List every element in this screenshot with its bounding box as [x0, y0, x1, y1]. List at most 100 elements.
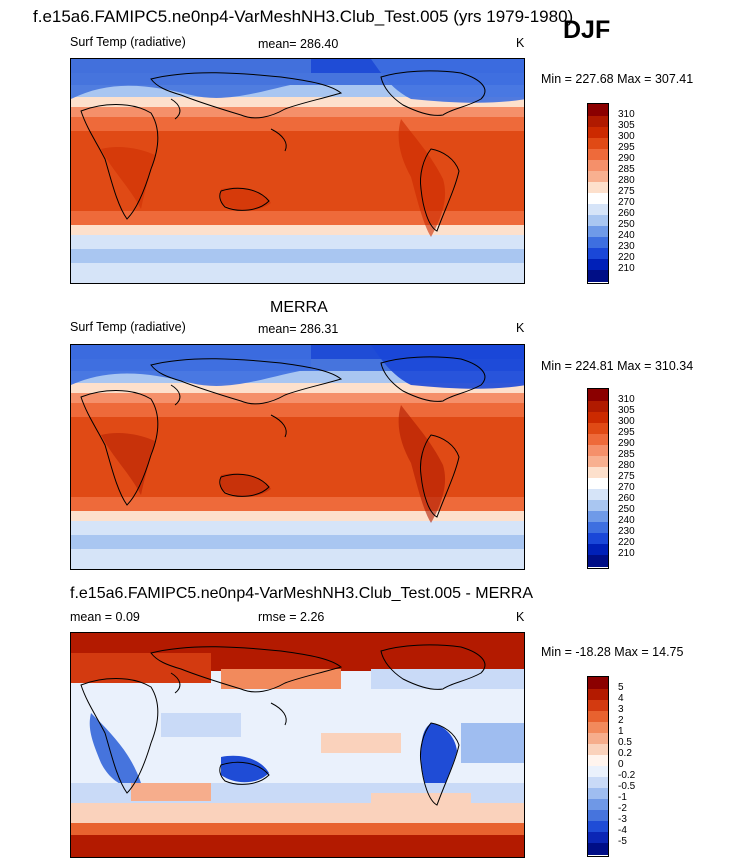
cb2-seg	[588, 489, 608, 500]
cb1-seg	[588, 259, 608, 270]
cb2-seg	[588, 478, 608, 489]
colorbar-tick-label: 3	[618, 704, 624, 715]
colorbar-tick-label: 4	[618, 693, 624, 704]
panel1-mean: mean= 286.40	[258, 37, 339, 51]
cb2-seg	[588, 522, 608, 533]
colorbar-tick-label: 250	[618, 504, 635, 515]
colorbar-tick-label: 305	[618, 120, 635, 131]
colorbar-tick-label: -1	[618, 792, 627, 803]
colorbar-tick-label: 300	[618, 131, 635, 142]
cb3-seg	[588, 777, 608, 788]
panel3-map	[70, 632, 525, 858]
cb3-seg	[588, 677, 608, 689]
cb1-seg	[588, 149, 608, 160]
panel3-minmax: Min = -18.28 Max = 14.75	[541, 645, 684, 659]
colorbar-tick-label: 305	[618, 405, 635, 416]
colorbar-tick-label: 295	[618, 427, 635, 438]
colorbar-tick-label: 1	[618, 726, 624, 737]
colorbar-tick-label: 280	[618, 175, 635, 186]
cb2-seg	[588, 544, 608, 555]
colorbar-tick-label: 260	[618, 493, 635, 504]
cb3-seg	[588, 766, 608, 777]
cb2-seg	[588, 555, 608, 567]
panel3-field	[71, 633, 524, 857]
cb2-seg	[588, 445, 608, 456]
panel2-mean: mean= 286.31	[258, 322, 339, 336]
colorbar-tick-label: 260	[618, 208, 635, 219]
cb1-seg	[588, 226, 608, 237]
cb1-seg	[588, 171, 608, 182]
cb3-seg	[588, 722, 608, 733]
colorbar-tick-label: 270	[618, 197, 635, 208]
colorbar-tick-label: 5	[618, 682, 624, 693]
panel2-units: K	[516, 321, 525, 335]
colorbar-tick-label: 285	[618, 164, 635, 175]
cb2-seg	[588, 423, 608, 434]
colorbar-tick-label: 295	[618, 142, 635, 153]
cb1-seg	[588, 182, 608, 193]
panel1-colorbar	[587, 103, 609, 284]
cb1-seg	[588, 160, 608, 171]
colorbar-tick-label: 310	[618, 109, 635, 120]
colorbar-tick-label: 290	[618, 438, 635, 449]
cb3-seg	[588, 711, 608, 722]
cb3-seg	[588, 810, 608, 821]
cb1-seg	[588, 270, 608, 282]
panel2-colorbar	[587, 388, 609, 569]
colorbar-tick-label: -4	[618, 825, 627, 836]
panel2-minmax: Min = 224.81 Max = 310.34	[541, 359, 694, 373]
cb3-seg	[588, 843, 608, 855]
colorbar-tick-label: 275	[618, 471, 635, 482]
cb2-seg	[588, 533, 608, 544]
colorbar-tick-label: 290	[618, 153, 635, 164]
colorbar-tick-label: 220	[618, 252, 635, 263]
panel2-variable: Surf Temp (radiative)	[70, 320, 186, 334]
cb1-seg	[588, 237, 608, 248]
colorbar-tick-label: -0.5	[618, 781, 636, 792]
cb2-seg	[588, 500, 608, 511]
cb3-seg	[588, 788, 608, 799]
cb1-seg	[588, 138, 608, 149]
cb1-seg	[588, 116, 608, 127]
cb3-seg	[588, 755, 608, 766]
cb2-seg	[588, 412, 608, 423]
cb2-seg	[588, 456, 608, 467]
panel3-title: f.e15a6.FAMIPC5.ne0np4-VarMeshNH3.Club_T…	[70, 585, 534, 602]
colorbar-tick-label: 270	[618, 482, 635, 493]
colorbar-tick-label: 300	[618, 416, 635, 427]
colorbar-tick-label: -3	[618, 814, 627, 825]
panel3-units: K	[516, 610, 525, 624]
cb1-seg	[588, 215, 608, 226]
season-label: DJF	[563, 16, 611, 44]
colorbar-tick-label: 230	[618, 241, 635, 252]
colorbar-tick-label: -5	[618, 836, 627, 847]
panel3-rmse: rmse = 2.26	[258, 610, 325, 624]
colorbar-tick-label: 210	[618, 263, 635, 274]
colorbar-tick-label: 2	[618, 715, 624, 726]
colorbar-tick-label: 250	[618, 219, 635, 230]
cb3-seg	[588, 689, 608, 700]
figure-title: f.e15a6.FAMIPC5.ne0np4-VarMeshNH3.Club_T…	[33, 7, 574, 26]
cb1-seg	[588, 104, 608, 116]
colorbar-tick-label: -0.2	[618, 770, 636, 781]
panel3-mean: mean = 0.09	[70, 610, 140, 624]
colorbar-tick-label: 240	[618, 515, 635, 526]
colorbar-tick-label: 310	[618, 394, 635, 405]
colorbar-tick-label: 285	[618, 449, 635, 460]
cb3-seg	[588, 799, 608, 810]
panel2-title: MERRA	[270, 299, 328, 316]
panel1-units: K	[516, 36, 525, 50]
colorbar-tick-label: 275	[618, 186, 635, 197]
panel3-colorbar	[587, 676, 609, 857]
colorbar-tick-label: 240	[618, 230, 635, 241]
cb2-seg	[588, 467, 608, 478]
panel1-map	[70, 58, 525, 284]
colorbar-tick-label: 230	[618, 526, 635, 537]
panel1-variable: Surf Temp (radiative)	[70, 35, 186, 49]
cb3-seg	[588, 700, 608, 711]
cb3-seg	[588, 821, 608, 832]
panel2-field	[71, 345, 524, 569]
colorbar-tick-label: -2	[618, 803, 627, 814]
cb3-seg	[588, 832, 608, 843]
cb1-seg	[588, 248, 608, 259]
